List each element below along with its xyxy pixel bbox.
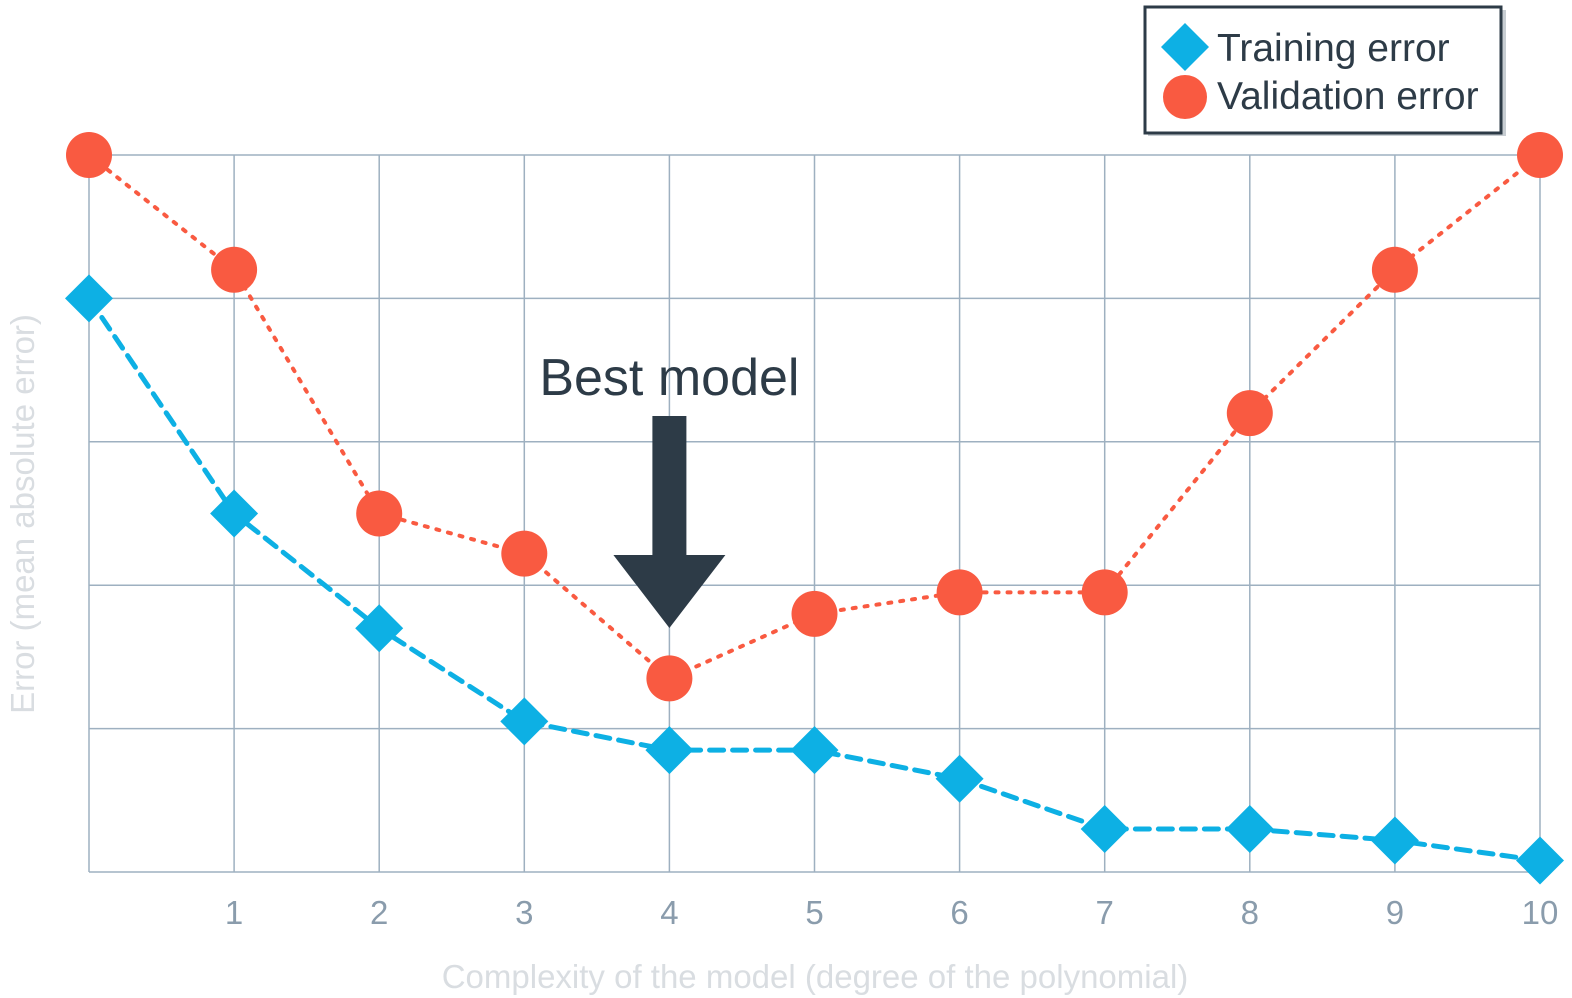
validation-error-point — [356, 490, 403, 537]
y-axis-title: Error (mean absolute error) — [4, 314, 41, 714]
legend-label-training: Training error — [1217, 27, 1450, 70]
validation-error-point — [936, 569, 983, 616]
x-tick-label: 6 — [950, 894, 968, 931]
training-error-point — [1225, 804, 1274, 853]
validation-error-point — [66, 132, 112, 178]
validation-error-point — [501, 530, 548, 577]
validation-error-point — [646, 655, 693, 702]
x-axis-title: Complexity of the model (degree of the p… — [442, 958, 1189, 995]
x-axis-ticks: 1 2 3 4 5 6 7 8 9 10 — [225, 894, 1558, 931]
best-model-annotation: Best model — [539, 349, 799, 628]
x-tick-label: 1 — [225, 894, 243, 931]
validation-error-point — [1226, 390, 1273, 437]
down-arrow-icon — [613, 416, 726, 628]
training-error-point — [790, 726, 839, 775]
x-tick-label: 8 — [1241, 894, 1259, 931]
training-error-point — [645, 726, 694, 775]
validation-error-point — [1517, 132, 1563, 178]
circle-icon — [1163, 75, 1207, 119]
validation-error-point — [211, 246, 258, 293]
training-error-point — [210, 489, 259, 538]
x-tick-label: 5 — [805, 894, 823, 931]
training-error-point — [1370, 816, 1419, 865]
training-error-point — [65, 274, 113, 323]
x-tick-label: 7 — [1096, 894, 1114, 931]
series-markers — [65, 132, 1564, 885]
legend-label-validation: Validation error — [1217, 75, 1479, 118]
legend-box — [1143, 5, 1503, 135]
training-error-point — [935, 754, 984, 803]
diamond-icon — [1161, 23, 1209, 71]
legend: Training error Validation error — [1143, 5, 1506, 136]
x-tick-label: 2 — [370, 894, 388, 931]
training-error-point — [355, 604, 404, 653]
legend-item-training: Training error — [1161, 23, 1450, 71]
x-tick-label: 4 — [660, 894, 678, 931]
training-error-point — [1516, 836, 1564, 885]
training-error-point — [1080, 804, 1129, 853]
validation-error-point — [791, 590, 838, 637]
validation-error-point — [1081, 569, 1128, 616]
x-tick-label: 10 — [1522, 894, 1559, 931]
legend-item-validation: Validation error — [1163, 75, 1479, 119]
x-tick-label: 3 — [515, 894, 533, 931]
series-line-validation-error — [87, 153, 1542, 681]
x-tick-label: 9 — [1386, 894, 1404, 931]
training-error-point — [500, 697, 549, 746]
best-model-label: Best model — [539, 349, 799, 407]
validation-error-point — [1371, 246, 1418, 293]
